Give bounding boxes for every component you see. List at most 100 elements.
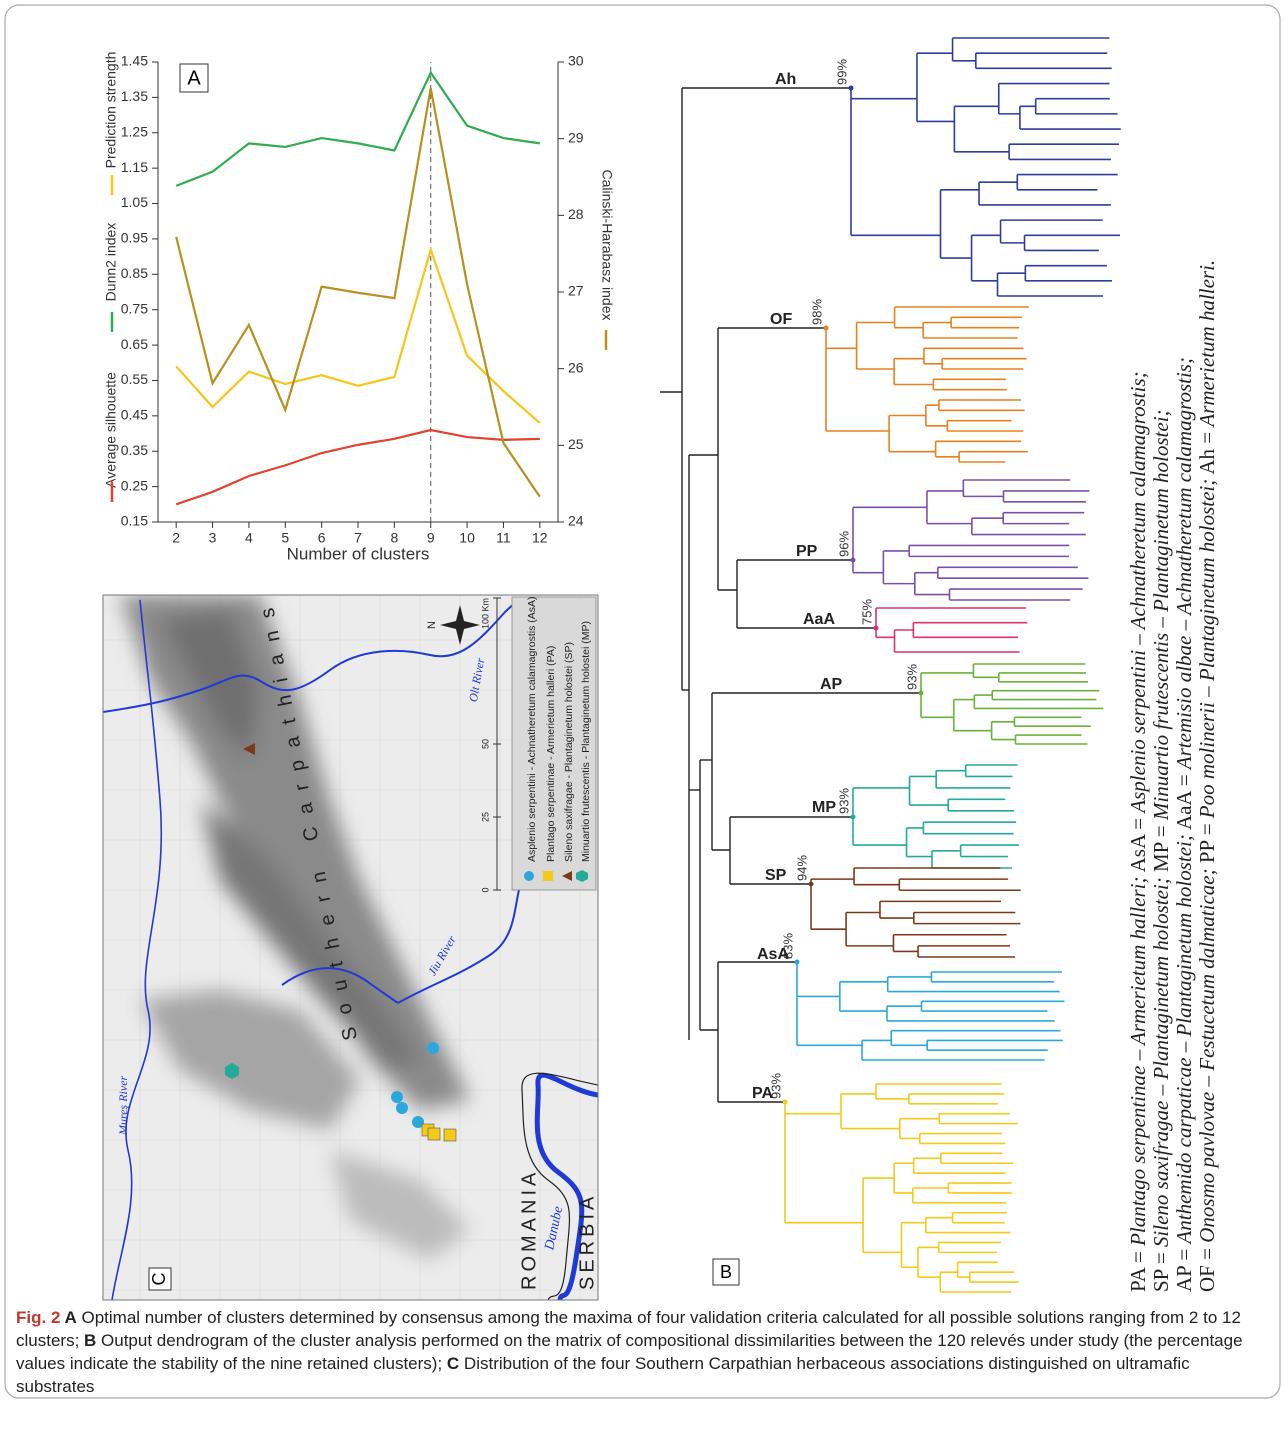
data-line: [176, 73, 540, 186]
y2-tick-label: 28: [568, 206, 584, 222]
x-tick-label: 11: [496, 530, 511, 546]
cluster-node: [849, 86, 854, 91]
y2-tick-label: 24: [568, 513, 584, 529]
y-tick-label: 1.15: [121, 159, 148, 175]
key-part: Sileno saxifragae – Plantaginetum holost…: [1149, 877, 1173, 1247]
cluster-stability: 75%: [859, 599, 874, 625]
cluster-node: [783, 1100, 788, 1105]
y2-tick-label: 27: [568, 283, 584, 299]
site-asa: [391, 1091, 403, 1103]
data-line: [176, 250, 540, 423]
x-tick-label: 6: [318, 530, 326, 546]
cluster-label: MP: [812, 799, 836, 816]
key-part: MP =: [1149, 820, 1173, 877]
y2-tick-label: 25: [568, 436, 584, 452]
map-legend-label: Plantago serpentinae - Armerietum haller…: [545, 646, 557, 862]
figure-caption: Fig. 2 A Optimal number of clusters dete…: [16, 1306, 1268, 1398]
legend-marker: [543, 871, 553, 881]
scale-label: 25: [480, 812, 490, 822]
x-tick-label: 12: [532, 530, 548, 546]
cluster-stability: 93%: [768, 1073, 783, 1099]
y2-tick-label: 29: [568, 129, 584, 145]
cluster-label: Ah: [775, 71, 796, 88]
panel-label: C: [149, 1273, 169, 1286]
north-label: N: [426, 621, 438, 629]
key-part: AP =: [1172, 1244, 1196, 1292]
y-tick-label: 0.85: [121, 265, 148, 281]
key-part: OF =: [1195, 1243, 1219, 1292]
map-legend-label: Minuartio frutescentis - Plantaginetum h…: [580, 621, 592, 862]
panel-label: B: [720, 1262, 732, 1282]
key-part: Poo molinerii – Plantaginetum holostei;: [1195, 479, 1219, 819]
map-legend-label: Asplenio serpentini - Achnatheretum cala…: [526, 596, 538, 862]
key-part: Artemisio albae – Achnatheretum calamagr…: [1172, 357, 1196, 771]
caption-part: B: [84, 1331, 96, 1350]
cluster-node: [809, 882, 814, 887]
cluster-stability: 96%: [836, 531, 851, 557]
figure: A0.150.250.350.450.550.650.750.850.951.0…: [0, 0, 1285, 1430]
key-part: SP =: [1149, 1247, 1173, 1292]
cluster-stability: 94%: [794, 855, 809, 881]
cluster-node: [824, 326, 829, 331]
y-tick-label: 0.95: [121, 230, 148, 246]
y-tick-label: 1.35: [121, 88, 148, 104]
y-tick-label: 1.25: [121, 123, 148, 139]
x-tick-label: 8: [390, 530, 398, 546]
abbreviation-key: PA = Plantago serpentinae – Armerietum h…: [1126, 371, 1150, 1292]
y-tick-label: 1.05: [121, 194, 148, 210]
site-pa: [444, 1129, 456, 1141]
y2-tick-label: 26: [568, 359, 584, 375]
site-asa: [396, 1102, 408, 1114]
key-part: Minuartio frutescentis – Plantaginetum h…: [1149, 409, 1173, 821]
cluster-label: AP: [820, 676, 843, 693]
figure-page: A0.150.250.350.450.550.650.750.850.951.0…: [0, 0, 1285, 1430]
caption-part: Fig. 2: [16, 1308, 60, 1327]
y-tick-label: 0.25: [121, 477, 148, 493]
cluster-label: PP: [796, 543, 818, 560]
data-line: [176, 88, 540, 497]
country-label: ROMANIA: [518, 1169, 540, 1290]
cluster-node: [851, 815, 856, 820]
key-part: PP =: [1195, 818, 1219, 868]
y-tick-label: 0.35: [121, 442, 148, 458]
scale-label: 50: [480, 739, 490, 749]
y-tick-label: 0.75: [121, 300, 148, 316]
abbreviation-key: OF = Onosmo pavlovae – Festucetum dalmat…: [1195, 260, 1219, 1292]
site-pa: [428, 1128, 440, 1140]
y-axis-legend: Dunn2 index: [103, 223, 119, 302]
country-label: SERBIA: [576, 1193, 598, 1290]
key-part: Anthemido carpaticae – Plantaginetum hol…: [1172, 834, 1196, 1245]
x-tick-label: 9: [427, 530, 435, 546]
x-tick-label: 2: [172, 530, 180, 546]
cluster-label: SP: [765, 867, 787, 884]
caption-part: C: [447, 1354, 459, 1373]
key-part: Asplenio serpentini – Achnatheretum cala…: [1126, 371, 1150, 814]
x-tick-label: 7: [354, 530, 362, 546]
x-tick-label: 5: [281, 530, 289, 546]
x-tick-label: 10: [459, 530, 475, 546]
cluster-stability: 93%: [836, 788, 851, 814]
map-legend-label: Sileno saxifragae - Plantaginetum holost…: [563, 642, 575, 862]
scale-label: 100 Km: [480, 598, 490, 629]
y-tick-label: 0.55: [121, 371, 148, 387]
cluster-node: [851, 558, 856, 563]
cluster-label: AaA: [803, 611, 835, 628]
river-label: Mureş River: [116, 1075, 130, 1136]
cluster-node: [795, 960, 800, 965]
y-tick-label: 0.65: [121, 336, 148, 352]
x-axis-title: Number of clusters: [287, 544, 430, 563]
key-part: Ah =: [1195, 427, 1219, 479]
site-asa: [427, 1042, 439, 1054]
cluster-label: OF: [770, 311, 792, 328]
x-tick-label: 4: [245, 530, 253, 546]
y-tick-label: 1.45: [121, 53, 148, 69]
cluster-stability: 83%: [780, 933, 795, 959]
panel-label: A: [187, 67, 201, 89]
cluster-stability: 99%: [834, 59, 849, 85]
key-part: Onosmo pavlovae – Festucetum dalmaticae;: [1195, 868, 1219, 1242]
abbreviation-key: AP = Anthemido carpaticae – Plantaginetu…: [1172, 357, 1196, 1292]
cluster-stability: 98%: [809, 299, 824, 325]
key-part: PA =: [1126, 1246, 1150, 1292]
cluster-node: [874, 626, 879, 631]
y2-axis-legend: Calinski-Harabasz index: [599, 170, 615, 321]
